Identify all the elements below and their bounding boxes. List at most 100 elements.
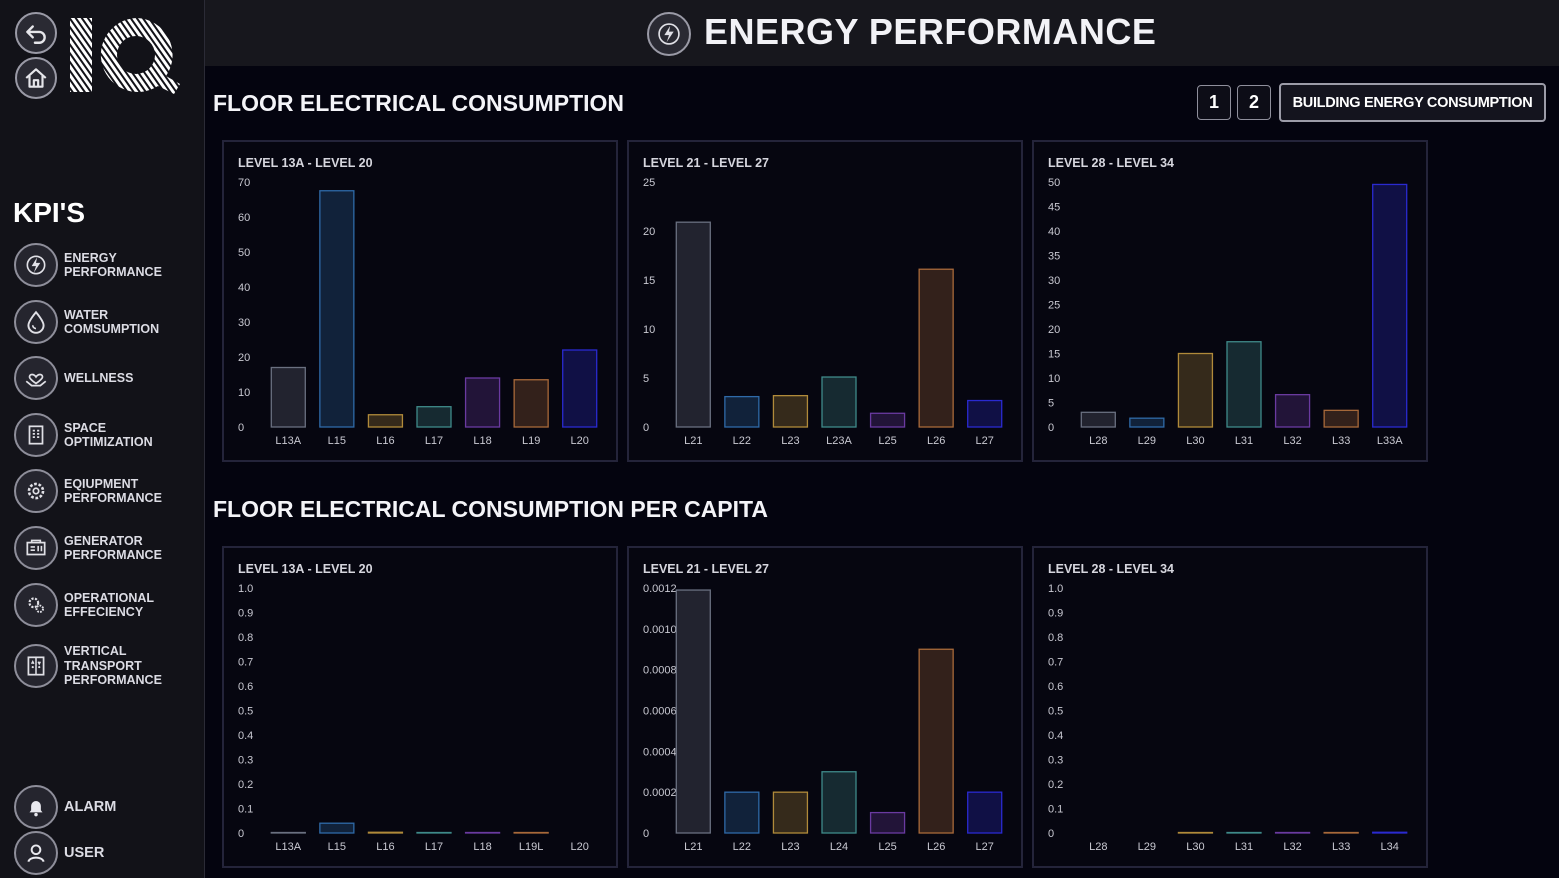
bar-l18[interactable] (464, 377, 501, 428)
bar-l27[interactable] (967, 399, 1003, 428)
kpi-equipment-performance[interactable]: EQIUPMENT PERFORMANCE (14, 468, 199, 514)
y-tick-label: 15 (1048, 349, 1060, 361)
x-tick-label: L23A (826, 435, 852, 447)
bar-l15[interactable] (319, 822, 355, 834)
kpi-water-consumption[interactable]: WATER COMSUMPTION (14, 299, 199, 345)
y-tick-label: 10 (1048, 373, 1060, 385)
x-tick-label: L25 (878, 435, 896, 447)
y-tick-label: 1.0 (238, 583, 253, 595)
y-tick-label: 30 (238, 317, 250, 329)
kpi-label: ENERGY PERFORMANCE (64, 250, 162, 280)
bell-icon (14, 785, 58, 829)
kpi-vertical-transport[interactable]: VERTICAL TRANSPORT PERFORMANCE (14, 643, 199, 689)
bar-l24[interactable] (821, 771, 857, 834)
y-tick-label: 20 (238, 352, 250, 364)
x-tick-label: L30 (1186, 841, 1204, 853)
bar-l15[interactable] (319, 190, 355, 428)
y-tick-label: 0.3 (238, 755, 253, 767)
bar-l13a[interactable] (270, 366, 306, 428)
kpi-energy-performance[interactable]: ENERGY PERFORMANCE (14, 242, 199, 288)
building-energy-consumption-button[interactable]: BUILDING ENERGY CONSUMPTION (1279, 83, 1546, 122)
bar-l22[interactable] (724, 395, 760, 428)
y-tick-label: 20 (643, 226, 655, 238)
x-tick-label: L16 (376, 841, 394, 853)
bar-l20[interactable] (562, 349, 598, 428)
bar-l17[interactable] (416, 406, 452, 428)
bar-l16[interactable] (367, 831, 404, 834)
y-tick-label: 1.0 (1048, 583, 1063, 595)
chart-title: LEVEL 28 - LEVEL 34 (1048, 156, 1174, 170)
x-tick-label: L18 (473, 841, 491, 853)
x-tick-label: L31 (1235, 841, 1253, 853)
bar-l32[interactable] (1274, 394, 1311, 428)
x-tick-label: L22 (733, 435, 751, 447)
generator-icon (14, 526, 58, 570)
bar-l25[interactable] (869, 811, 906, 834)
x-tick-label: L17 (425, 841, 443, 853)
alarm-button[interactable]: ALARM (14, 784, 199, 830)
bar-l28[interactable] (1080, 411, 1116, 428)
y-tick-label: 0 (643, 828, 649, 840)
bar-l26[interactable] (918, 268, 954, 428)
y-tick-label: 0.0006 (643, 706, 677, 718)
bar-l33[interactable] (1323, 409, 1359, 428)
y-tick-label: 0 (1048, 422, 1054, 434)
bar-l22[interactable] (724, 791, 760, 834)
bar-l34[interactable] (1372, 831, 1408, 834)
kpi-space-optimization[interactable]: SPACE OPTIMIZATION (14, 412, 199, 458)
bar-l23[interactable] (772, 791, 809, 834)
y-tick-label: 0.0004 (643, 746, 677, 758)
bar-chart: 0 0.1 0.2 0.3 0.4 0.5 0.6 0.7 0.8 0.9 1.0 L28 L29 L30… (1048, 583, 1408, 853)
kpi-label: WELLNESS (64, 370, 134, 385)
bar-l25[interactable] (869, 412, 906, 428)
sidebar: KPI'S ENERGY PERFORMANCE WATER COMSUMPTI… (0, 0, 205, 878)
y-tick-label: 5 (643, 373, 649, 385)
elevator-icon (14, 644, 58, 688)
x-tick-label: L28 (1089, 841, 1107, 853)
bar-l31[interactable] (1226, 341, 1262, 428)
bar-l29[interactable] (1129, 417, 1165, 428)
x-tick-label: L15 (328, 841, 346, 853)
y-tick-label: 0.5 (238, 706, 253, 718)
y-tick-label: 50 (238, 247, 250, 259)
bar-l30[interactable] (1177, 352, 1214, 428)
user-label: USER (64, 844, 105, 861)
bar-l26[interactable] (918, 648, 954, 834)
y-tick-label: 45 (1048, 202, 1060, 214)
bar-l21[interactable] (675, 221, 711, 428)
kpi-generator-performance[interactable]: GENERATOR PERFORMANCE (14, 525, 199, 571)
page-1-button[interactable]: 1 (1197, 85, 1231, 120)
chart-title: LEVEL 13A - LEVEL 20 (238, 156, 373, 170)
bar-l16[interactable] (367, 414, 404, 428)
bar-chart: 0 10 20 30 40 50 60 70 L13A L15 L16 L17 L18 L19 L20 (238, 177, 598, 447)
user-icon (14, 831, 58, 875)
kpi-label: SPACE OPTIMIZATION (64, 420, 153, 450)
bar-l27[interactable] (967, 791, 1003, 834)
x-tick-label: L34 (1381, 841, 1399, 853)
bar-l21[interactable] (675, 589, 711, 834)
alarm-label: ALARM (64, 798, 117, 815)
bar-l23[interactable] (772, 394, 809, 428)
y-tick-label: 0.1 (1048, 804, 1063, 816)
user-button[interactable]: USER (14, 830, 199, 876)
x-tick-label: L19L (519, 841, 543, 853)
bar-chart: 0 5 10 15 20 25 30 35 40 45 50 L28 L29 L30 L31 L32 L33 L3… (1048, 177, 1408, 447)
bar-l33a[interactable] (1372, 183, 1408, 428)
bar-l19[interactable] (513, 379, 549, 428)
x-tick-label: L31 (1235, 435, 1253, 447)
x-tick-label: L21 (684, 435, 702, 447)
chart-panel-6: LEVEL 28 - LEVEL 34 0 0.1 0.2 0.3 0.4 0.5 0.6 0… (1032, 546, 1428, 868)
y-tick-label: 10 (643, 324, 655, 336)
bar-l23a[interactable] (821, 376, 857, 428)
kpi-label: VERTICAL TRANSPORT PERFORMANCE (64, 644, 162, 688)
page-2-button[interactable]: 2 (1237, 85, 1271, 120)
y-tick-label: 70 (238, 177, 250, 189)
kpi-wellness[interactable]: WELLNESS (14, 355, 199, 401)
x-tick-label: L29 (1138, 435, 1156, 447)
kpi-operational-efficiency[interactable]: OPERATIONAL EFFECIENCY (14, 582, 199, 628)
y-tick-label: 0.4 (1048, 730, 1063, 742)
home-button[interactable] (15, 57, 57, 99)
chart-title: LEVEL 21 - LEVEL 27 (643, 156, 769, 170)
y-tick-label: 35 (1048, 251, 1060, 263)
back-button[interactable] (15, 12, 57, 54)
